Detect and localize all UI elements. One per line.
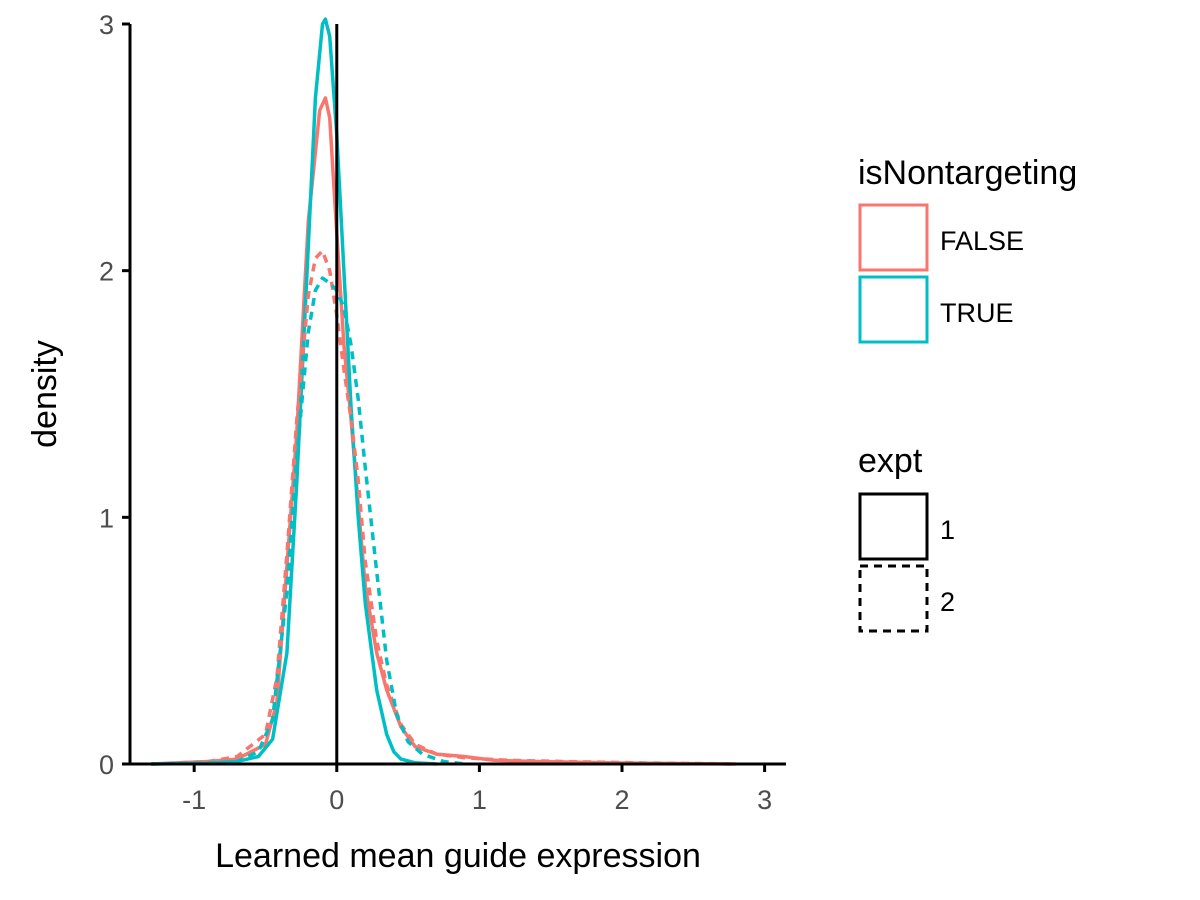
x-tick-label: 0 [329, 785, 344, 815]
plot-lines [151, 17, 737, 766]
y-axis-ticks: 0 1 2 3 [99, 10, 130, 780]
legend-label-false: FALSE [940, 226, 1024, 256]
series-line-true-expt-2 [151, 276, 466, 766]
legend-label-true: TRUE [940, 298, 1014, 328]
y-tick-label: 0 [99, 750, 114, 780]
x-tick-label: 2 [614, 785, 629, 815]
y-tick-label: 1 [99, 503, 114, 533]
legend-key-expt-2 [858, 564, 929, 633]
legend-label-expt-2: 2 [940, 587, 955, 617]
legend-expt-title: expt [858, 442, 923, 480]
series-line-true-expt-1 [151, 17, 437, 766]
legend-color-title: isNontargeting [858, 154, 1077, 192]
legend-linetype: expt 1 2 [858, 442, 955, 633]
legend-key-expt-1 [858, 492, 929, 561]
legend-label-expt-1: 1 [940, 515, 955, 545]
y-tick-label: 2 [99, 257, 114, 287]
y-axis-title: density [26, 340, 64, 448]
legend-key-false [858, 203, 929, 272]
x-axis-ticks: -1 0 1 2 3 [182, 764, 772, 815]
y-tick-label: 3 [99, 10, 114, 40]
x-tick-label: -1 [182, 785, 206, 815]
x-tick-label: 1 [472, 785, 487, 815]
x-axis-title: Learned mean guide expression [215, 837, 701, 875]
x-tick-label: 3 [757, 785, 772, 815]
series-line-false-expt-2 [151, 249, 737, 766]
legend-key-true [858, 275, 929, 344]
legend-color: isNontargeting FALSE TRUE [858, 154, 1077, 344]
series-line-false-expt-1 [151, 96, 737, 766]
